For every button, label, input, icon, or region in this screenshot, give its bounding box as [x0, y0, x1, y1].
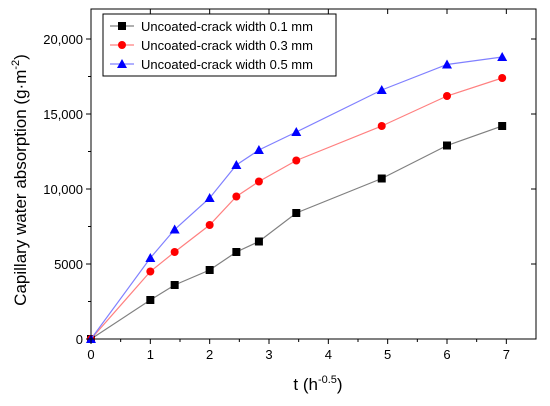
data-point: [170, 248, 179, 256]
y-tick-label: 10,000: [43, 182, 83, 197]
data-point: [376, 85, 387, 94]
data-point: [442, 59, 452, 69]
data-point: [145, 253, 156, 262]
x-tick-label: 5: [384, 347, 391, 362]
legend-entry: Uncoated-crack width 0.5 mm: [110, 57, 313, 72]
series-line: [90, 77, 503, 340]
x-tick-label: 1: [147, 347, 154, 362]
data-point: [254, 237, 263, 246]
y-tick-label: 0: [76, 332, 83, 347]
data-point: [377, 174, 386, 183]
plot-area: [86, 52, 508, 343]
y-tick-label: 15,000: [43, 107, 83, 122]
plot-frame: [90, 8, 537, 340]
x-tick-label: 4: [325, 347, 332, 362]
data-point: [253, 145, 264, 154]
data-point: [291, 127, 302, 136]
series-line: [90, 56, 503, 340]
data-point: [377, 122, 386, 130]
x-tick-label: 3: [265, 347, 272, 362]
x-tick-label: 7: [503, 347, 510, 362]
data-point: [254, 177, 263, 186]
legend: Uncoated-crack width 0.1 mm Uncoated-crac…: [102, 13, 337, 77]
axes: 0 1 2 3 4 5 6 7 0 5000 10,000 15,000 20,000: [43, 8, 537, 362]
legend-label: Uncoated-crack width 0.1 mm: [141, 19, 313, 34]
y-tick-label: 20,000: [43, 32, 83, 47]
data-point: [205, 266, 214, 274]
x-axis-title: t (h-0.5): [293, 374, 342, 394]
legend-entry: Uncoated-crack width 0.3 mm: [110, 38, 313, 53]
y-axis-title: Capillary water absorption (g·m-2): [10, 54, 30, 306]
legend-label: Uncoated-crack width 0.5 mm: [141, 57, 313, 72]
data-point: [205, 221, 214, 229]
data-point: [232, 248, 241, 256]
legend-marker: [118, 41, 126, 49]
legend-entry: Uncoated-crack width 0.1 mm: [110, 19, 313, 34]
legend-marker: [118, 22, 126, 30]
data-point: [498, 122, 507, 130]
legend-label: Uncoated-crack width 0.3 mm: [141, 38, 313, 53]
data-point: [292, 209, 301, 217]
data-point: [498, 74, 507, 82]
data-point: [443, 141, 451, 150]
data-point: [231, 160, 242, 169]
legend-marker: [117, 59, 127, 68]
x-tick-label: 2: [206, 347, 213, 362]
x-tick-label: 6: [443, 347, 450, 362]
data-point: [170, 281, 179, 289]
series-line: [90, 125, 503, 340]
x-tick-label: 0: [87, 347, 94, 362]
data-point: [169, 224, 180, 234]
series-2: [87, 74, 507, 343]
data-point: [146, 267, 155, 276]
legend-box: [102, 13, 337, 77]
data-point: [204, 193, 215, 202]
y-tick-label: 5000: [54, 257, 83, 272]
data-point: [443, 92, 451, 100]
data-point: [292, 156, 301, 165]
data-point: [232, 192, 241, 201]
data-point: [497, 52, 508, 61]
data-point: [146, 296, 155, 304]
